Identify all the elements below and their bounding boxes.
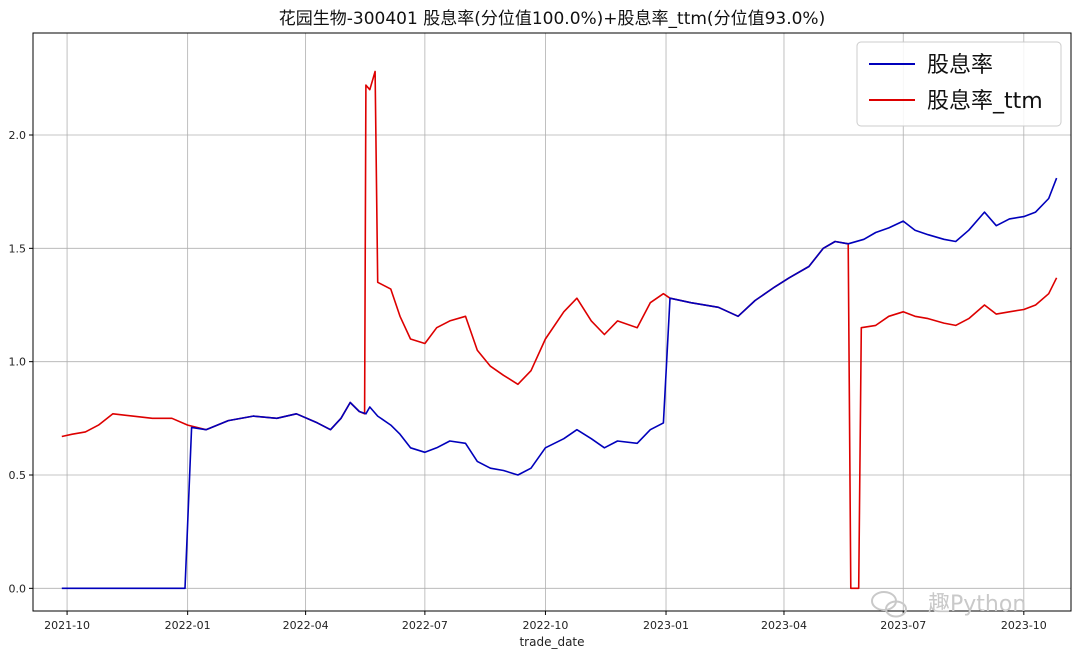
x-tick-label: 2023-07 (880, 619, 926, 632)
plot-frame (32, 32, 1072, 612)
grid-lines (33, 33, 1071, 611)
chart-title: 花园生物-300401 股息率(分位值100.0%)+股息率_ttm(分位值93… (279, 9, 825, 29)
x-tick-label: 2022-07 (402, 619, 448, 632)
x-tick-label: 2021-10 (44, 619, 90, 632)
x-tick-label: 2023-04 (761, 619, 807, 632)
series-lines (61, 70, 1058, 590)
x-tick-label: 2022-10 (522, 619, 568, 632)
legend-label-1: 股息率_ttm (927, 89, 1043, 114)
y-tick-label: 2.0 (9, 129, 27, 142)
watermark-text: 趣Python (928, 592, 1026, 617)
series-line-1 (61, 70, 1058, 590)
x-axis-label: trade_date (519, 635, 584, 649)
y-tick-label: 1.0 (9, 356, 27, 369)
x-tick-label: 2023-10 (1001, 619, 1047, 632)
x-tick-label: 2022-04 (283, 619, 329, 632)
wechat-icon (871, 591, 907, 618)
y-tick-label: 1.5 (9, 242, 27, 255)
watermark: 趣Python (871, 591, 1026, 618)
y-tick-label: 0.5 (9, 469, 27, 482)
series-line-0 (61, 177, 1058, 590)
axis-ticks: 2021-10 2022-01 2022-04 2022-07 2022-10 2023-… (9, 129, 1047, 632)
x-tick-label: 2022-01 (165, 619, 211, 632)
x-tick-label: 2023-01 (643, 619, 689, 632)
y-tick-label: 0.0 (9, 582, 27, 595)
legend-label-0: 股息率 (927, 53, 993, 78)
